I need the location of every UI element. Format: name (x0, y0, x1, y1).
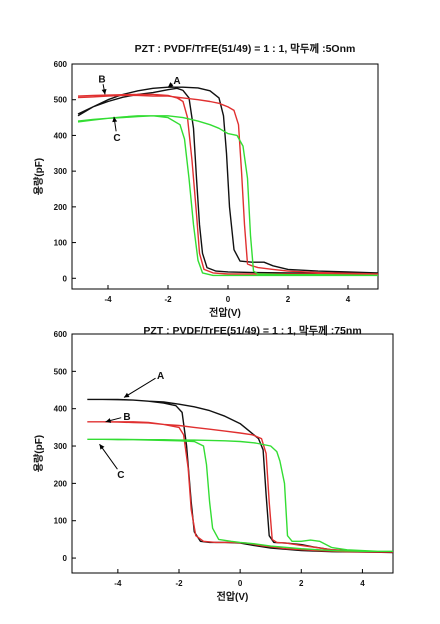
y-tick-label: 400 (54, 131, 68, 140)
y-tick-label: 600 (54, 330, 68, 339)
x-axis-label: 전압(V) (217, 590, 249, 603)
annotation-label-b: B (123, 412, 130, 423)
x-tick-label: 4 (346, 295, 351, 304)
annotation-arrowhead (168, 82, 174, 88)
y-tick-label: 0 (63, 274, 68, 283)
annotation-arrow (123, 377, 156, 398)
annotation-arrowhead (123, 392, 130, 398)
x-tick-label: 2 (299, 579, 304, 588)
chart-title: PZT : PVDF/TrFE(51/49) = 1 : 1, 막두께 :5On… (135, 42, 356, 55)
y-tick-label: 100 (54, 517, 68, 526)
x-tick-label: -2 (164, 295, 172, 304)
annotation-arrowhead (101, 88, 107, 95)
annotation-arrowhead (99, 444, 105, 450)
x-tick-label: -4 (104, 295, 112, 304)
plot-frame (71, 333, 394, 574)
x-axis-label: 전압(V) (209, 306, 241, 319)
x-tick-label: -4 (114, 579, 122, 588)
annotation-label-c: C (113, 133, 120, 144)
x-tick-label: -2 (175, 579, 183, 588)
series-line-a (77, 86, 378, 274)
annotation-label-a: A (157, 371, 164, 382)
y-axis-label: 용량(pF) (33, 158, 45, 195)
y-tick-label: 0 (63, 554, 68, 563)
chart-title: PZT : PVDF/TrFE(51/49) = 1 : 1, 막두께 :75n… (143, 324, 361, 337)
plot-frame (71, 63, 379, 290)
x-tick-label: 4 (360, 579, 365, 588)
x-tick-label: 0 (238, 579, 243, 588)
series-line-b (77, 93, 378, 275)
y-tick-label: 200 (54, 203, 68, 212)
series-line-c (77, 115, 378, 277)
annotation-label-c: C (117, 470, 124, 481)
annotation-label-a: A (173, 76, 180, 87)
x-tick-label: 0 (226, 295, 231, 304)
y-tick-label: 500 (54, 96, 68, 105)
series-line-c (87, 438, 393, 552)
y-tick-label: 300 (54, 167, 68, 176)
annotation-label-b: B (98, 74, 105, 85)
y-axis-label: 용량(pF) (33, 435, 45, 472)
annotation-arrowhead (112, 116, 118, 123)
y-tick-label: 300 (54, 442, 68, 451)
y-tick-label: 600 (54, 60, 68, 69)
y-tick-label: 400 (54, 405, 68, 414)
y-tick-label: 500 (54, 367, 68, 376)
y-tick-label: 100 (54, 239, 68, 248)
annotation-arrow (99, 443, 118, 470)
chart-panel-1: PZT : PVDF/TrFE(51/49) = 1 : 1, 막두께 :5On… (33, 42, 379, 319)
annotation-arrowhead (105, 418, 112, 423)
y-tick-label: 200 (54, 479, 68, 488)
chart-panel-2: PZT : PVDF/TrFE(51/49) = 1 : 1, 막두께 :75n… (33, 324, 394, 603)
x-tick-label: 2 (286, 295, 291, 304)
